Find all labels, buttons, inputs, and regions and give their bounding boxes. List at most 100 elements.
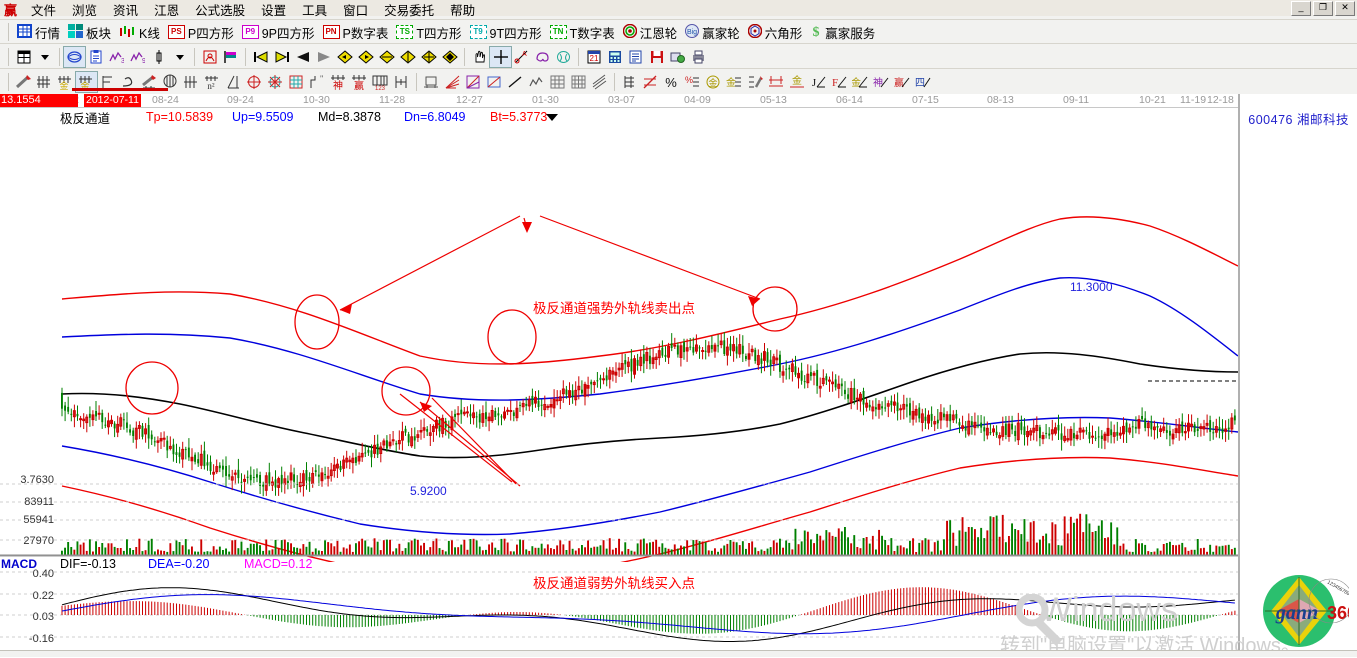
step-icon[interactable]: " (307, 72, 328, 92)
menu-item-formula-screen[interactable]: 公式选股 (195, 3, 246, 18)
pitchfork-icon[interactable] (391, 72, 412, 92)
gann-gold-2-icon[interactable]: 金 (75, 71, 98, 93)
calendar-icon[interactable]: 21 (583, 47, 604, 67)
box-target-icon[interactable] (286, 72, 307, 92)
toolbar-p-numbers[interactable]: PN P数字表 (319, 22, 393, 43)
vert-lines-icon[interactable] (181, 72, 202, 92)
toolbar-hexagon[interactable]: 六角形 (744, 22, 807, 43)
toolbar-kline[interactable]: K线 (115, 22, 164, 43)
blue-box-icon[interactable] (484, 72, 505, 92)
gold-circle-icon[interactable]: 金 (703, 72, 724, 92)
grid-lines-icon[interactable] (34, 72, 55, 92)
zoom-v-icon[interactable] (397, 47, 418, 67)
close-button[interactable]: ✕ (1335, 1, 1355, 16)
menu-item-tools[interactable]: 工具 (302, 3, 328, 18)
indicator-dropdown-caret-icon[interactable] (546, 114, 558, 121)
crosshair-icon[interactable] (489, 45, 512, 68)
n2-icon[interactable]: n² (202, 72, 223, 92)
parallel-icon[interactable] (589, 72, 610, 92)
toolbar-9t-square[interactable]: T9 9T四方形 (466, 22, 546, 43)
f-line-icon[interactable]: F (829, 72, 850, 92)
toolbar-quotes[interactable]: 行情 (13, 22, 64, 43)
trend-zigzag-icon[interactable] (526, 72, 547, 92)
purple-box-icon[interactable] (463, 72, 484, 92)
wave3-icon[interactable]: 3 (106, 47, 127, 67)
gold-box-icon[interactable]: 金 (787, 72, 808, 92)
print-preview-icon[interactable] (667, 47, 688, 67)
dropdown-caret-icon-2[interactable] (169, 47, 190, 67)
draw-angle-icon[interactable]: A (511, 47, 532, 67)
menu-item-window[interactable]: 窗口 (343, 3, 369, 18)
gann-gold-1-icon[interactable]: 金 (55, 72, 76, 92)
toolbar-p-square[interactable]: PS P四方形 (164, 22, 238, 43)
zoom-both-icon[interactable] (418, 47, 439, 67)
percent-cross-icon[interactable] (640, 72, 661, 92)
star-target-icon[interactable] (265, 72, 286, 92)
four-line-icon[interactable]: 四 (913, 72, 934, 92)
red-fan-icon[interactable] (442, 72, 463, 92)
ink-icon[interactable] (745, 72, 766, 92)
zoom-h-icon[interactable] (376, 47, 397, 67)
brain-icon[interactable] (553, 47, 574, 67)
menu-item-help[interactable]: 帮助 (450, 3, 476, 18)
shen-icon[interactable]: 神 (328, 72, 349, 92)
calendar-period-icon[interactable] (13, 47, 34, 67)
notes-icon[interactable] (625, 47, 646, 67)
toolbar-winner-service[interactable]: $ 赢家服务 (806, 22, 879, 43)
toolbar-winner-wheel[interactable]: Big 赢家轮 (681, 22, 744, 43)
grid1-icon[interactable] (547, 72, 568, 92)
trend-up-icon[interactable] (505, 72, 526, 92)
menu-item-gann[interactable]: 江恩 (154, 3, 180, 18)
toolbar-t-numbers[interactable]: TN T数字表 (546, 22, 619, 43)
menu-item-settings[interactable]: 设置 (261, 3, 287, 18)
target-icon[interactable] (244, 72, 265, 92)
expand-icon[interactable] (439, 47, 460, 67)
color-palette-icon[interactable] (532, 47, 553, 67)
fan-f-icon[interactable] (97, 72, 118, 92)
chart-area[interactable]: 06-2 08-24 09-24 10-30 11-28 12-27 01-30… (0, 94, 1357, 657)
last-page-icon[interactable] (271, 47, 292, 67)
first-page-icon[interactable] (250, 47, 271, 67)
shen-line-icon[interactable]: 神 (871, 72, 892, 92)
calculator-icon[interactable] (604, 47, 625, 67)
ying-icon[interactable]: 赢 (349, 72, 370, 92)
arc-icon[interactable] (118, 72, 139, 92)
save-icon[interactable] (646, 47, 667, 67)
frame-icon[interactable] (421, 72, 442, 92)
ying-line-icon[interactable]: 赢 (892, 72, 913, 92)
percent-icon[interactable]: % (661, 72, 682, 92)
gold-slope-icon[interactable]: 金 (850, 72, 871, 92)
dropdown-caret-icon[interactable] (34, 47, 55, 67)
percent-line-icon[interactable]: % (682, 72, 703, 92)
pen-tool-icon[interactable] (13, 72, 34, 92)
toolbar-sector[interactable]: 板块 (64, 22, 115, 43)
candle-width-icon[interactable] (148, 47, 169, 67)
menu-item-browse[interactable]: 浏览 (72, 3, 98, 18)
next-icon[interactable] (313, 47, 334, 67)
grid2-icon[interactable] (568, 72, 589, 92)
print-icon[interactable] (688, 47, 709, 67)
hand-icon[interactable] (469, 47, 490, 67)
restore-button[interactable]: ❐ (1313, 1, 1333, 16)
toolbar-gann-wheel[interactable]: 江恩轮 (619, 22, 682, 43)
clipboard-icon[interactable] (85, 47, 106, 67)
circle-grid-icon[interactable] (160, 72, 181, 92)
formula-icon[interactable] (199, 47, 220, 67)
minimize-button[interactable]: _ (1291, 1, 1311, 16)
wave9-icon[interactable]: 9 (127, 47, 148, 67)
flag-icon[interactable] (220, 47, 241, 67)
j-line-icon[interactable]: J (808, 72, 829, 92)
shift-left-icon[interactable] (334, 47, 355, 67)
menu-item-news[interactable]: 资讯 (113, 3, 139, 18)
toolbar-t-square[interactable]: TS T四方形 (392, 22, 465, 43)
shift-right-icon[interactable] (355, 47, 376, 67)
menu-item-trade[interactable]: 交易委托 (384, 3, 435, 18)
menu-item-file[interactable]: 文件 (31, 3, 57, 18)
network-icon[interactable] (63, 45, 86, 68)
gold-line-icon[interactable]: 金 (724, 72, 745, 92)
number-grid-icon[interactable]: 123 (370, 72, 391, 92)
prev-icon[interactable] (292, 47, 313, 67)
angle-icon[interactable] (223, 72, 244, 92)
red-fork-icon[interactable] (766, 72, 787, 92)
ladder-icon[interactable] (619, 72, 640, 92)
